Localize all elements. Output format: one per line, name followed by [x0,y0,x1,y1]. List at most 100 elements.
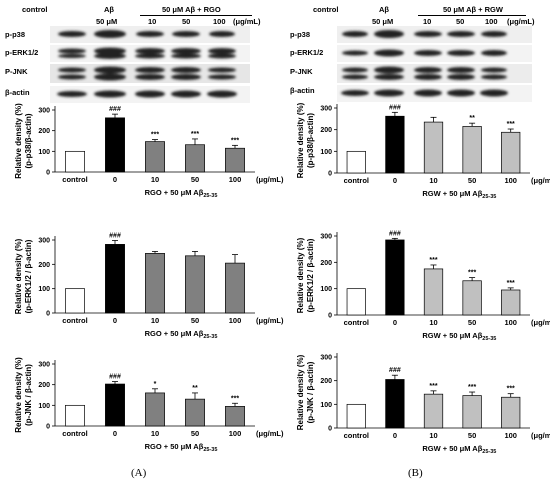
bar [185,398,205,427]
blot-b-header-abeta: Aβ [379,5,389,14]
bar [462,126,482,174]
bar [385,115,405,174]
significance-mark: ### [389,230,401,237]
y-tick-label: 200 [320,378,332,385]
bar [501,289,521,316]
category-label: control [62,316,87,325]
bar [145,392,165,427]
y-tick-label: 300 [38,362,50,369]
unit-label: (μg/mL) [256,429,284,438]
y-tick-label: 200 [38,382,50,389]
bar [65,288,85,314]
y-axis-label: Relative density (%)(p-ERK1/2 / β-actin) [14,238,33,314]
y-tick-label: 100 [320,286,332,293]
y-tick-label: 100 [38,286,50,293]
category-label: 0 [113,316,117,325]
blot-a-header-abeta-dose: 50 μM [96,17,118,26]
y-axis-label: Relative density (%)(p-ERK1/2 / β-actin) [296,237,315,313]
bar [346,150,366,174]
significance-mark: ** [192,385,198,392]
blot-b-row-label: p-ERK1/2 [290,48,324,57]
category-label: 50 [468,431,476,440]
category-label: 50 [191,316,199,325]
category-label: 0 [393,318,397,327]
blot-b-dose-100: 100 [485,17,498,26]
y-tick-label: 200 [38,128,50,135]
unit-label: (μg/mL) [256,316,284,325]
panel-label-a: (A) [131,467,147,479]
y-tick-label: 100 [320,149,332,156]
bar [185,255,205,314]
bar [145,253,165,314]
bar-chart: 0 100 200 300 control ### 0 10 ** 50 *** 100 (μg/mL)… [296,102,550,200]
x-axis-label: RGW + 50 μM Aβ25-35 [422,331,496,342]
bar [423,121,444,174]
x-axis-label: RGW + 50 μM Aβ25-35 [422,189,496,200]
category-label: 10 [151,175,159,184]
y-tick-label: 300 [38,238,50,245]
unit-label: (μg/mL) [531,176,550,185]
significance-mark: *** [507,121,515,128]
category-label: 0 [393,431,397,440]
y-tick-label: 0 [328,171,332,178]
blot-b-bands [337,26,532,102]
blot-a-header-abeta: Aβ [104,5,114,14]
y-tick-label: 0 [328,426,332,433]
category-label: 100 [229,175,242,184]
unit-label: (μg/mL) [256,175,284,184]
category-label: control [344,176,369,185]
category-label: 100 [504,176,517,185]
y-tick-label: 200 [320,260,332,267]
bar [385,239,405,316]
bar [65,404,85,427]
blot-b-row-label: p-p38 [290,30,311,39]
y-tick-label: 100 [38,149,50,156]
significance-mark: ### [109,374,121,381]
bar [462,280,482,316]
blot-b-header-abeta-dose: 50 μM [372,17,394,26]
bar-chart: 0 100 200 300 control ### 0 *** 10 *** 50 *** 100 (μg… [296,230,550,342]
category-label: 50 [468,318,476,327]
bar [385,379,405,429]
blot-b-header-control: control [313,5,339,14]
category-label: control [62,429,87,438]
category-label: 10 [429,318,437,327]
bar [501,396,521,429]
blot-a-row-label: p-p38 [5,30,26,39]
y-tick-label: 0 [46,424,50,431]
blot-b-dose-10: 10 [423,17,432,26]
y-tick-label: 0 [46,311,50,318]
blot-a-dose-50: 50 [182,17,191,26]
bar-chart: 0 100 200 300 control ### 0 * 10 ** 50 *** 100 (μg/mL… [14,357,284,453]
x-axis-label: RGO + 50 μM Aβ25-35 [145,188,218,199]
y-tick-label: 200 [38,262,50,269]
bar-chart: 0 100 200 300 control ### 0 *** 10 *** 50 *** 100 (μg… [14,103,284,199]
blot-a-dose-10: 10 [148,17,157,26]
panel-label-b: (B) [408,467,423,479]
significance-mark: ### [389,367,401,374]
category-label: 10 [429,176,437,185]
x-axis-label: RGO + 50 μM Aβ25-35 [145,442,218,453]
blot-a-row-label: β-actin [5,88,30,97]
bar [65,150,85,173]
blot-a-dose-100: 100 [213,17,226,26]
y-tick-label: 300 [320,106,332,113]
blot-b-row-label: P-JNK [290,67,313,76]
category-label: 10 [429,431,437,440]
significance-mark: ### [109,106,121,113]
y-tick-label: 100 [320,402,332,409]
blot-a-header-control: control [22,5,48,14]
bar-chart: 0 100 200 300 control ### 0 10 50 100 (μg/mL) RGO +… [14,232,284,340]
category-label: 10 [151,316,159,325]
blot-b-dose-unit: (μg/mL) [507,17,535,26]
y-axis-label: Relative density (%)(p-p38/β-actin) [296,102,315,178]
blot-a-bands [50,26,250,103]
bar [225,147,245,173]
significance-mark: *** [191,131,199,138]
blot-b-header-line [418,15,526,16]
significance-mark: *** [231,395,239,402]
unit-label: (μg/mL) [531,431,550,440]
y-tick-label: 100 [38,403,50,410]
category-label: 0 [393,176,397,185]
y-tick-label: 300 [320,355,332,362]
